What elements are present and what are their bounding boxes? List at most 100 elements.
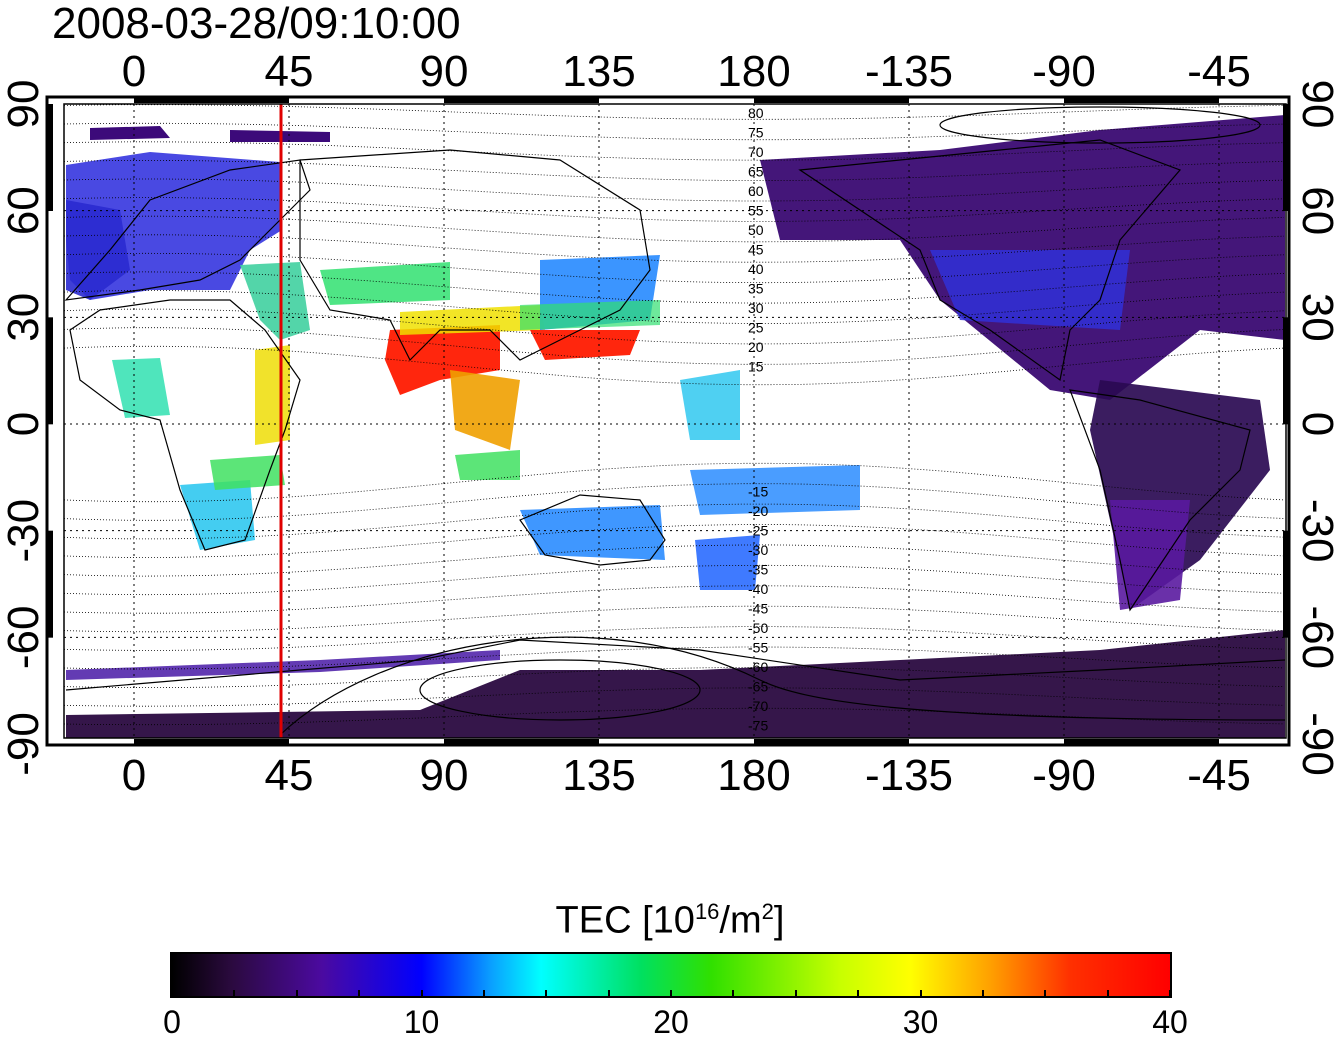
bottom-lon-label: 135 — [562, 751, 635, 800]
colorbar-tick — [670, 990, 672, 996]
plot-title: 2008-03-28/09:10:00 — [52, 0, 461, 48]
right-lat-label: -90 — [1293, 712, 1340, 776]
left-lat-label: -90 — [0, 712, 48, 776]
mlat-label: 70 — [748, 144, 764, 160]
mlat-label: 75 — [748, 125, 764, 141]
right-lat-label: 60 — [1293, 186, 1340, 235]
colorbar-tick — [1106, 990, 1109, 996]
frame-segment-right — [1283, 104, 1289, 211]
right-lat-label: 0 — [1293, 412, 1340, 436]
mlat-label: -60 — [748, 659, 768, 675]
top-lon-label: 0 — [122, 47, 146, 96]
mlat-contour — [63, 605, 1285, 633]
tec-region-india — [385, 325, 500, 395]
coast-south-america — [1069, 389, 1251, 612]
tec-region-pacific — [680, 370, 740, 440]
mlat-contour — [63, 122, 1285, 141]
top-lon-label: 90 — [420, 47, 469, 96]
frame-segment-right — [1283, 317, 1289, 425]
mlat-contour — [63, 626, 1285, 651]
left-lat-label: 30 — [0, 293, 48, 342]
mlat-contour — [63, 234, 1285, 263]
colorbar-title-prefix: TEC [10 — [555, 899, 695, 942]
tec-region-south-pacific — [690, 465, 860, 515]
tec-region-south-asia-band — [400, 305, 545, 335]
colorbar-tick — [981, 990, 984, 996]
mlat-label: -25 — [748, 523, 768, 539]
mlat-label: -50 — [748, 620, 768, 636]
left-lat-label: 0 — [0, 412, 48, 436]
colorbar-tick — [358, 990, 361, 996]
colorbar-tick-label: 0 — [163, 1004, 181, 1040]
coast-australia — [519, 494, 666, 566]
colorbar-tick — [295, 990, 298, 996]
colorbar-title-sup2: 2 — [761, 899, 774, 924]
bottom-lon-label: 180 — [717, 751, 790, 800]
mlat-label: -20 — [748, 503, 768, 519]
mlat-label: 60 — [748, 183, 764, 199]
coast-north-america — [798, 139, 1182, 382]
colorbar-tick — [794, 990, 797, 996]
mlat-label: 15 — [748, 359, 764, 375]
frame-segment-left — [47, 317, 53, 425]
frame-segment-top — [754, 97, 909, 103]
mlat-label: 20 — [748, 339, 764, 355]
coast-antarctica — [65, 639, 1286, 691]
mlat-contour — [63, 215, 1285, 243]
mlat-contour — [63, 666, 1285, 688]
colorbar-title: TEC [1016/m2] — [0, 890, 1340, 943]
mlat-label: 45 — [748, 242, 764, 258]
frame-segment-right — [1283, 530, 1289, 638]
frame-segment-bottom — [754, 739, 909, 745]
right-lat-label: -60 — [1293, 606, 1340, 670]
colorbar-title-sup: 16 — [694, 899, 720, 924]
tec-region-west-africa — [112, 358, 170, 418]
mlat-contour — [63, 178, 1285, 202]
colorbar-tick — [171, 990, 173, 996]
mlat-label: -45 — [748, 601, 768, 617]
colorbar-tick — [857, 990, 860, 996]
tec-region-antarctic-strip — [66, 650, 500, 680]
frame-tick-segments — [47, 97, 1289, 745]
tec-region-central-asia — [320, 262, 450, 305]
colorbar-tick — [233, 990, 236, 996]
left-lat-label: 90 — [0, 80, 48, 129]
top-longitude-labels: 0 45 90 135 180 -135 -90 -45 — [122, 47, 1251, 96]
colorbar-tick-label: 20 — [653, 1004, 689, 1040]
mlat-label: 65 — [748, 164, 764, 180]
coast-asia — [299, 149, 651, 362]
tec-region-south-africa — [180, 480, 255, 550]
coast-europe — [64, 159, 311, 301]
mlat-contour — [63, 687, 1285, 707]
frame-segment-bottom — [134, 739, 289, 745]
mlat-label: 80 — [748, 105, 764, 121]
top-lon-label: -45 — [1187, 47, 1251, 96]
top-lon-label: 135 — [562, 47, 635, 96]
tec-region-east-asia-band — [520, 300, 660, 330]
top-lon-label: -135 — [865, 47, 953, 96]
mlat-contour — [63, 160, 1285, 182]
top-lon-label: 180 — [717, 47, 790, 96]
tec-region-usa-blue — [930, 250, 1130, 330]
right-lat-label: 90 — [1293, 80, 1340, 129]
frame-segment-top — [444, 97, 599, 103]
mlat-label: -35 — [748, 562, 768, 578]
right-lat-label: -30 — [1293, 499, 1340, 563]
right-lat-label: 30 — [1293, 293, 1340, 342]
mlat-contour — [63, 564, 1285, 596]
top-lon-label: -90 — [1032, 47, 1096, 96]
mlat-label: -55 — [748, 640, 768, 656]
tec-region-europe-west — [66, 200, 130, 300]
frame-segment-left — [47, 530, 53, 638]
mlat-label: 40 — [748, 261, 764, 277]
left-latitude-labels: 90 60 30 0 -30 -60 -90 — [0, 80, 48, 776]
mlat-contour — [63, 104, 1285, 120]
bottom-lon-label: -45 — [1187, 751, 1251, 800]
colorbar-tick — [1169, 990, 1171, 996]
frame-segment-bottom — [444, 739, 599, 745]
right-latitude-labels: 90 60 30 0 -30 -60 -90 — [1293, 80, 1340, 776]
colorbar-tick — [732, 990, 735, 996]
mlat-contour — [63, 585, 1285, 614]
tec-region-nz — [695, 535, 760, 590]
